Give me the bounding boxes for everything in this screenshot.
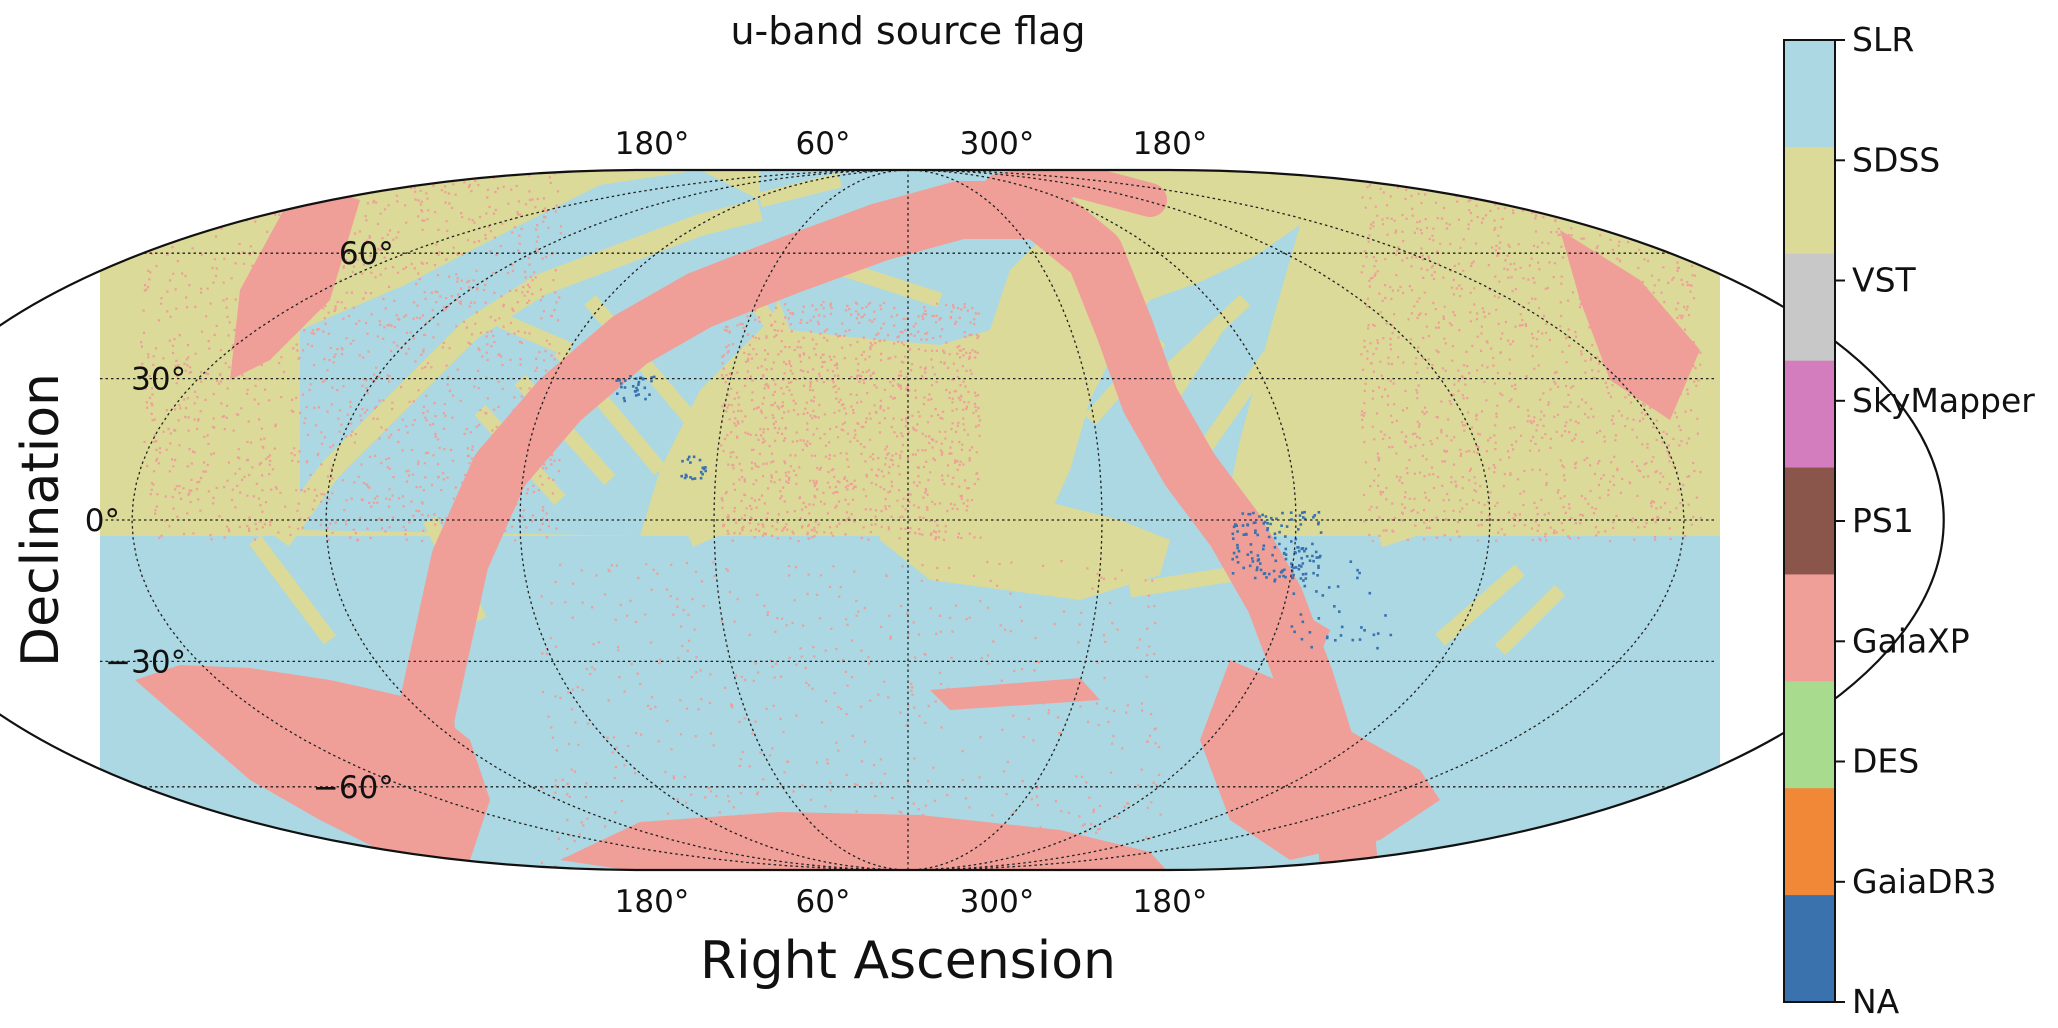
coverage-dots — [1231, 510, 1323, 583]
x-axis-label: Right Ascension — [700, 931, 1116, 991]
colorbar-block-slr — [1784, 40, 1835, 148]
grid-meridian — [907, 170, 1491, 870]
colorbar-tick-label: VST — [1852, 261, 1917, 300]
colorbar-blocks — [1784, 40, 1835, 1003]
survey-coverage-regions — [100, 170, 1720, 870]
region-gaiaxp — [1200, 660, 1440, 860]
coverage-dots — [680, 455, 707, 481]
colorbar-block-sdss — [1784, 146, 1835, 255]
region-gaiaxp-band — [983, 170, 1167, 217]
ra-tick-label: 180° — [1133, 884, 1208, 920]
grid-meridian — [713, 170, 909, 870]
region-gaiaxp — [560, 812, 1168, 870]
coverage-speckle — [140, 170, 1702, 870]
region-sdss-stripe — [758, 172, 842, 208]
dec-tick-label: 60° — [339, 236, 394, 272]
colorbar-tick-label: DES — [1852, 742, 1919, 781]
dec-tick-label: 0° — [85, 503, 120, 539]
colorbar-tick-label: GaiaXP — [1852, 621, 1970, 660]
colorbar-tick-label: PS1 — [1852, 501, 1914, 540]
ra-tick-labels-bottom: 180° 60° 300° 180° — [615, 884, 1208, 920]
sky-map — [0, 168, 1946, 872]
region-sdss-stripe — [249, 535, 336, 645]
colorbar-block-des — [1784, 681, 1835, 789]
ra-tick-label: 180° — [615, 884, 690, 920]
colorbar-ticks: SLR SDSS VST SkyMapper PS1 GaiaXP DES GaiaDR3 NA — [1835, 20, 2035, 1021]
ra-tick-label: 300° — [960, 126, 1035, 162]
region-sdss-stripe — [1375, 424, 1465, 506]
region-sdss-stripe — [1327, 293, 1473, 367]
ra-tick-label: 180° — [615, 126, 690, 162]
ra-tick-label: 60° — [796, 126, 851, 162]
region-slr — [300, 170, 800, 536]
region-sdss-stripe — [271, 199, 763, 547]
region-gaiaxp — [1270, 600, 1330, 680]
colorbar-block-na — [1784, 895, 1835, 1003]
ra-tick-label: 300° — [960, 884, 1035, 920]
colorbar-block-gaiadr3 — [1784, 788, 1835, 896]
dec-tick-label: −30° — [105, 644, 186, 680]
colorbar-block-skymapper — [1784, 360, 1835, 469]
region-gaiaxp — [1560, 230, 1700, 420]
coverage-dots — [540, 560, 1162, 870]
dec-tick-label: 30° — [131, 362, 186, 398]
ra-tick-label: 180° — [1133, 126, 1208, 162]
region-gaiaxp — [135, 665, 490, 860]
region-gaiaxp — [230, 180, 360, 380]
colorbar-tick-label: GaiaDR3 — [1852, 862, 1997, 901]
colorbar-tick-label: SLR — [1852, 20, 1914, 59]
dec-tick-label: −60° — [313, 770, 394, 806]
y-axis-label: Declination — [11, 373, 71, 667]
region-sdss-stripe — [1377, 492, 1503, 548]
region-sdss-stripe — [1305, 263, 1405, 337]
region-sdss-stripe — [1494, 584, 1566, 656]
coverage-dots — [615, 375, 656, 403]
colorbar-block-gaiaxp — [1784, 574, 1835, 682]
region-gaiaxp — [930, 678, 1100, 710]
grid-meridian — [907, 170, 1103, 870]
region-sdss-stripe — [1193, 350, 1277, 460]
ra-tick-labels-top: 180° 60° 300° 180° — [615, 126, 1208, 162]
grid-meridian — [131, 170, 909, 870]
coverage-dots — [720, 301, 982, 543]
grid-meridian — [907, 170, 1685, 870]
region-sdss-stripe — [1435, 564, 1525, 646]
colorbar: SLR SDSS VST SkyMapper PS1 GaiaXP DES GaiaDR3 NA — [1783, 20, 2035, 1021]
coordinate-grid — [100, 170, 1716, 870]
colorbar-block-ps1 — [1784, 467, 1835, 576]
chart-title: u-band source flag — [730, 9, 1085, 53]
colorbar-block-vst — [1784, 253, 1835, 362]
colorbar-tick-label: SkyMapper — [1852, 381, 2035, 420]
region-sdss-stripe — [497, 313, 573, 357]
colorbar-tick-label: SDSS — [1852, 140, 1940, 179]
ra-tick-label: 60° — [796, 884, 851, 920]
grid-meridian — [519, 170, 909, 870]
dec-tick-labels: 60° 30° 0° −30° −60° — [85, 236, 394, 806]
colorbar-tick-label: NA — [1852, 982, 1900, 1021]
grid-meridian — [325, 170, 909, 870]
region-sdss-stripe — [1154, 294, 1251, 386]
grid-meridian — [907, 170, 1297, 870]
